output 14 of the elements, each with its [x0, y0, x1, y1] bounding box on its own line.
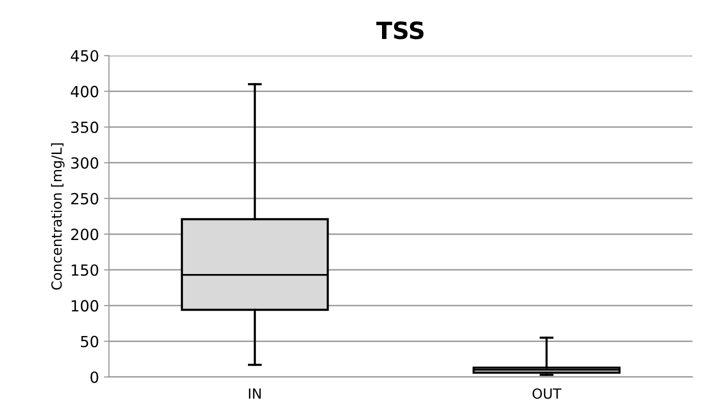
y-tick-label: 450: [70, 50, 98, 62]
y-tick-label: 0: [90, 371, 98, 383]
y-axis-title: Concentration [mg/L]: [51, 143, 65, 290]
x-tick-label: IN: [248, 388, 261, 399]
chart-title: TSS: [376, 21, 424, 40]
y-tick-label: 150: [72, 264, 98, 276]
y-tick-label: 100: [72, 300, 98, 312]
y-tick-label: 200: [71, 228, 98, 240]
y-tick-label: 350: [71, 122, 98, 134]
y-tick-label: 300: [71, 157, 98, 169]
y-tick-label: 50: [80, 336, 98, 348]
y-tick-label: 400: [70, 86, 98, 98]
x-tick-label: OUT: [532, 388, 562, 399]
y-tick-label: 250: [71, 192, 98, 204]
